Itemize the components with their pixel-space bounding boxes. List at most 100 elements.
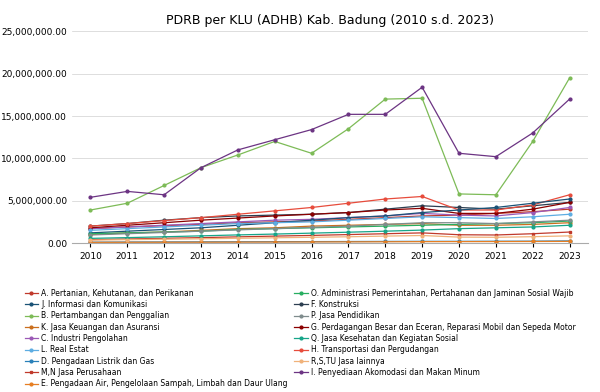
B. Pertambangan dan Penggalian [234,152,241,157]
F. Konstruksi [87,224,94,229]
A. Pertanian, Kehutanan, dan Perikanan [87,226,94,231]
H. Transportasi dan Pergudangan [455,208,463,212]
E. Pengadaan Air, Pengelolaan Sampah, Limbah dan Daur Ulang [492,239,499,244]
Q. Jasa Kesehatan dan Kegiatan Sosial [492,225,499,230]
D. Pengadaan Listrik dan Gas [124,240,131,244]
F. Konstruksi [271,213,278,218]
E. Pengadaan Air, Pengelolaan Sampah, Limbah dan Daur Ulang [87,240,94,245]
L. Real Estat [124,226,131,231]
R,S,TU Jasa lainnya [308,235,315,240]
A. Pertanian, Kehutanan, dan Perikanan [345,217,352,222]
C. Industri Pengolahan [234,220,241,224]
L. Real Estat [345,218,352,223]
L. Real Estat [271,220,278,225]
A. Pertanian, Kehutanan, dan Perikanan [566,207,573,212]
F. Konstruksi [419,203,426,208]
B. Pertambangan dan Penggalian [161,183,168,188]
R,S,TU Jasa lainnya [234,236,241,241]
R,S,TU Jasa lainnya [382,234,389,238]
G. Perdagangan Besar dan Eceran, Reparasi Mobil dan Sepeda Motor [455,211,463,216]
B. Pertambangan dan Penggalian [124,201,131,205]
F. Konstruksi [234,214,241,218]
L. Real Estat [308,220,315,224]
G. Perdagangan Besar dan Eceran, Reparasi Mobil dan Sepeda Motor [234,216,241,220]
F. Konstruksi [455,205,463,210]
C. Industri Pengolahan [124,225,131,229]
K. Jasa Keuangan dan Asuransi [197,228,205,233]
J. Informasi dan Komunikasi [382,214,389,218]
G. Perdagangan Besar dan Eceran, Reparasi Mobil dan Sepeda Motor [124,223,131,228]
O. Administrasi Pemerintahan, Pertahanan dan Jaminan Sosial Wajib [271,226,278,231]
E. Pengadaan Air, Pengelolaan Sampah, Limbah dan Daur Ulang [124,240,131,245]
E. Pengadaan Air, Pengelolaan Sampah, Limbah dan Daur Ulang [197,240,205,245]
A. Pertanian, Kehutanan, dan Perikanan [419,214,426,218]
Q. Jasa Kesehatan dan Kegiatan Sosial [197,234,205,238]
B. Pertambangan dan Penggalian [455,192,463,196]
K. Jasa Keuangan dan Asuransi [382,222,389,227]
D. Pengadaan Listrik dan Gas [308,239,315,244]
R,S,TU Jasa lainnya [492,235,499,240]
M,N Jasa Perusahaan [419,230,426,235]
H. Transportasi dan Pergudangan [124,221,131,226]
H. Transportasi dan Pergudangan [87,224,94,229]
F. Konstruksi [566,200,573,205]
P. Jasa Pendidikan [161,230,168,235]
P. Jasa Pendidikan [308,225,315,230]
Line: P. Jasa Pendidikan: P. Jasa Pendidikan [89,219,571,236]
P. Jasa Pendidikan [345,224,352,229]
R,S,TU Jasa lainnya [529,234,536,239]
M,N Jasa Perusahaan [271,234,278,238]
C. Industri Pengolahan [345,215,352,220]
L. Real Estat [382,216,389,221]
A. Pertanian, Kehutanan, dan Perikanan [455,213,463,218]
G. Perdagangan Besar dan Eceran, Reparasi Mobil dan Sepeda Motor [87,225,94,230]
J. Informasi dan Komunikasi [419,210,426,215]
E. Pengadaan Air, Pengelolaan Sampah, Limbah dan Daur Ulang [529,239,536,244]
K. Jasa Keuangan dan Asuransi [419,221,426,226]
M,N Jasa Perusahaan [492,232,499,237]
O. Administrasi Pemerintahan, Pertahanan dan Jaminan Sosial Wajib [566,219,573,223]
O. Administrasi Pemerintahan, Pertahanan dan Jaminan Sosial Wajib [529,220,536,225]
O. Administrasi Pemerintahan, Pertahanan dan Jaminan Sosial Wajib [419,223,426,228]
M,N Jasa Perusahaan [455,232,463,237]
O. Administrasi Pemerintahan, Pertahanan dan Jaminan Sosial Wajib [345,225,352,229]
C. Industri Pengolahan [308,217,315,222]
F. Konstruksi [345,210,352,215]
E. Pengadaan Air, Pengelolaan Sampah, Limbah dan Daur Ulang [161,240,168,245]
Line: M,N Jasa Perusahaan: M,N Jasa Perusahaan [89,230,571,241]
Title: PDRB per KLU (ADHB) Kab. Badung (2010 s.d. 2023): PDRB per KLU (ADHB) Kab. Badung (2010 s.… [166,15,494,27]
Q. Jasa Kesehatan dan Kegiatan Sosial [419,228,426,232]
D. Pengadaan Listrik dan Gas [271,240,278,244]
Q. Jasa Kesehatan dan Kegiatan Sosial [124,235,131,240]
P. Jasa Pendidikan [566,218,573,223]
A. Pertanian, Kehutanan, dan Perikanan [308,219,315,223]
K. Jasa Keuangan dan Asuransi [271,225,278,230]
J. Informasi dan Komunikasi [124,229,131,234]
K. Jasa Keuangan dan Asuransi [234,226,241,231]
K. Jasa Keuangan dan Asuransi [492,223,499,228]
A. Pertanian, Kehutanan, dan Perikanan [529,209,536,214]
K. Jasa Keuangan dan Asuransi [124,230,131,235]
C. Industri Pengolahan [382,214,389,218]
C. Industri Pengolahan [419,211,426,216]
J. Informasi dan Komunikasi [87,230,94,235]
O. Administrasi Pemerintahan, Pertahanan dan Jaminan Sosial Wajib [234,227,241,232]
H. Transportasi dan Pergudangan [271,209,278,213]
I. Penyediaan Akomodasi dan Makan Minum [161,192,168,197]
Line: F. Konstruksi: F. Konstruksi [89,201,571,227]
I. Penyediaan Akomodasi dan Makan Minum [345,112,352,117]
P. Jasa Pendidikan [271,226,278,231]
O. Administrasi Pemerintahan, Pertahanan dan Jaminan Sosial Wajib [124,230,131,235]
F. Konstruksi [197,215,205,220]
G. Perdagangan Besar dan Eceran, Reparasi Mobil dan Sepeda Motor [161,220,168,225]
Line: G. Perdagangan Besar dan Eceran, Reparasi Mobil dan Sepeda Motor: G. Perdagangan Besar dan Eceran, Reparas… [89,201,571,229]
E. Pengadaan Air, Pengelolaan Sampah, Limbah dan Daur Ulang [345,240,352,244]
E. Pengadaan Air, Pengelolaan Sampah, Limbah dan Daur Ulang [271,240,278,244]
C. Industri Pengolahan [566,205,573,210]
B. Pertambangan dan Penggalian [492,192,499,197]
H. Transportasi dan Pergudangan [492,208,499,212]
E. Pengadaan Air, Pengelolaan Sampah, Limbah dan Daur Ulang [455,239,463,244]
Line: Q. Jasa Kesehatan dan Kegiatan Sosial: Q. Jasa Kesehatan dan Kegiatan Sosial [89,224,571,240]
M,N Jasa Perusahaan [124,237,131,241]
Line: R,S,TU Jasa lainnya: R,S,TU Jasa lainnya [89,234,571,241]
